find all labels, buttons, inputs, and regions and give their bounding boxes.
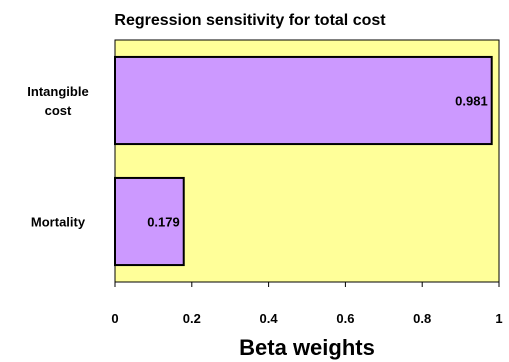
- x-tick-label-2: 0.4: [260, 311, 279, 326]
- x-axis-title: Beta weights: [239, 335, 375, 360]
- x-tick-label-0: 0: [111, 311, 118, 326]
- chart-title: Regression sensitivity for total cost: [114, 12, 386, 29]
- x-tick-label-1: 0.2: [183, 311, 201, 326]
- bar-0: [114, 55, 493, 146]
- category-label-0-0: Intangible: [27, 84, 88, 99]
- category-label-0-1: cost: [45, 103, 72, 118]
- category-label-1-0: Mortality: [31, 215, 86, 230]
- bar-value-label-0: 0.981: [455, 94, 488, 109]
- x-tick-label-5: 1: [495, 311, 502, 326]
- bar-1: [114, 176, 185, 267]
- bar-value-label-1: 0.179: [147, 215, 180, 230]
- x-tick-label-3: 0.6: [336, 311, 354, 326]
- x-tick-label-4: 0.8: [413, 311, 431, 326]
